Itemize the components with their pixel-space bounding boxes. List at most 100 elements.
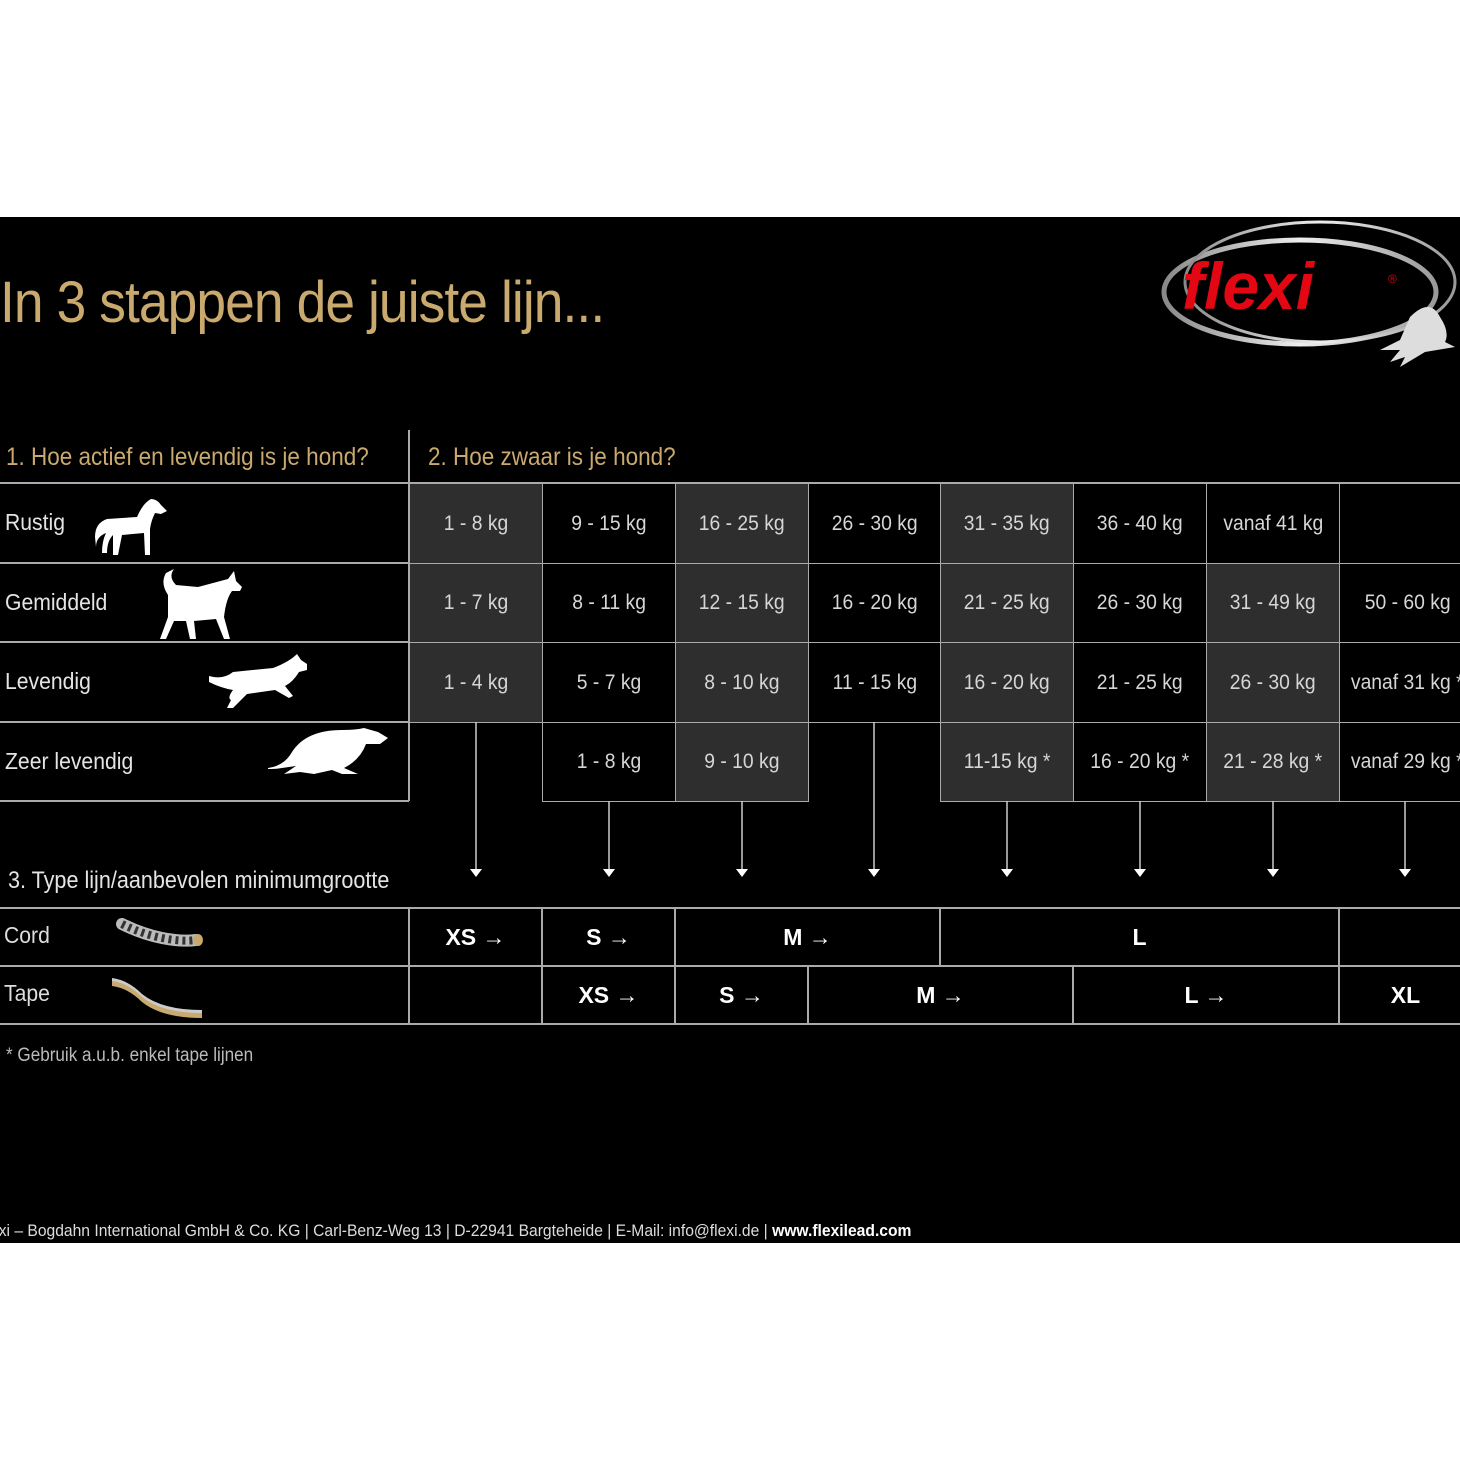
page-title: In 3 stappen de juiste lijn... bbox=[0, 270, 605, 335]
line-size-cell: M → bbox=[916, 981, 965, 1008]
weight-range: 21 - 25 kg bbox=[1097, 670, 1183, 694]
step3-heading: 3. Type lijn/aanbevolen minimumgrootte bbox=[8, 867, 390, 894]
divider bbox=[807, 966, 809, 1024]
weight-range: 16 - 25 kg bbox=[699, 511, 785, 535]
weight-cell: 26 - 30 kg bbox=[1073, 563, 1207, 643]
standing-dog-icon bbox=[85, 489, 210, 566]
weight-cell: 26 - 30 kg bbox=[808, 483, 941, 564]
weight-cell: 9 - 15 kg bbox=[542, 483, 676, 564]
line-type-label: Cord bbox=[4, 922, 50, 948]
down-arrow-icon bbox=[1000, 801, 1014, 882]
weight-range: 1 - 8 kg bbox=[576, 750, 642, 773]
walking-dog-icon bbox=[148, 569, 273, 646]
down-arrow-icon bbox=[1133, 801, 1147, 882]
weight-range: 26 - 30 kg bbox=[831, 511, 918, 535]
footer-website-link[interactable]: www.flexilead.com bbox=[772, 1221, 912, 1240]
weight-cell: 1 - 8 kg bbox=[542, 722, 676, 802]
line-size-cell: M → bbox=[783, 923, 832, 950]
weight-cell: 1 - 4 kg bbox=[409, 642, 543, 723]
activity-label: Gemiddeld bbox=[5, 588, 108, 615]
line-size-cell: XS → bbox=[445, 923, 506, 950]
divider bbox=[1338, 966, 1340, 1024]
divider bbox=[408, 430, 410, 484]
weight-range: vanaf 29 kg * bbox=[1351, 750, 1460, 773]
row-divider bbox=[0, 907, 1460, 909]
down-arrow-icon bbox=[469, 722, 483, 882]
logo-text: flexi bbox=[1182, 249, 1316, 323]
weight-cell: 26 - 30 kg bbox=[1206, 642, 1340, 723]
size-guide-panel: In 3 stappen de juiste lijn... flexi ® 1… bbox=[0, 217, 1460, 1243]
activity-label: Zeer levendig bbox=[5, 747, 134, 774]
weight-cell: 11-15 kg * bbox=[940, 722, 1074, 802]
tape-icon bbox=[108, 976, 208, 1025]
down-arrow-icon bbox=[1398, 801, 1412, 882]
line-size-cell: XS → bbox=[578, 981, 639, 1008]
down-arrow-icon bbox=[735, 801, 749, 882]
weight-range: 31 - 49 kg bbox=[1230, 591, 1316, 614]
weight-range: 11-15 kg * bbox=[963, 750, 1051, 773]
weight-cell: 12 - 15 kg bbox=[675, 563, 809, 643]
divider bbox=[674, 908, 676, 966]
row-divider bbox=[0, 562, 409, 564]
row-divider bbox=[0, 1023, 1460, 1025]
weight-cell: 31 - 49 kg bbox=[1206, 563, 1340, 643]
weight-cell: 11 - 15 kg bbox=[808, 642, 941, 723]
line-type-label: Tape bbox=[4, 980, 50, 1006]
weight-range: 16 - 20 kg bbox=[964, 670, 1050, 694]
line-size-cell: S → bbox=[586, 923, 631, 950]
footer-address: exi – Bogdahn International GmbH & Co. K… bbox=[0, 1221, 911, 1241]
weight-range: 21 - 28 kg * bbox=[1223, 750, 1323, 773]
down-arrow-icon bbox=[1266, 801, 1280, 882]
weight-cell: 9 - 10 kg bbox=[675, 722, 809, 802]
sprinting-dog-icon bbox=[258, 728, 393, 805]
weight-range: 50 - 60 kg bbox=[1364, 591, 1451, 614]
weight-range: 1 - 8 kg bbox=[443, 511, 509, 535]
weight-range: 9 - 15 kg bbox=[571, 511, 647, 535]
weight-range: 16 - 20 kg * bbox=[1090, 750, 1190, 773]
row-divider bbox=[0, 800, 409, 802]
flexi-logo: flexi ® bbox=[1160, 217, 1460, 377]
footnote: * Gebruik a.u.b. enkel tape lijnen bbox=[6, 1045, 254, 1066]
footer-text: exi – Bogdahn International GmbH & Co. K… bbox=[0, 1221, 773, 1240]
weight-cell: 50 - 60 kg bbox=[1339, 563, 1460, 643]
divider bbox=[541, 908, 543, 966]
divider bbox=[1338, 908, 1340, 966]
divider bbox=[939, 908, 941, 966]
divider bbox=[408, 908, 410, 966]
weight-cell: 21 - 28 kg * bbox=[1206, 722, 1340, 802]
line-size-cell: L bbox=[1132, 923, 1147, 950]
weight-range: 31 - 35 kg bbox=[964, 511, 1050, 535]
weight-range: 1 - 4 kg bbox=[443, 670, 509, 694]
weight-cell: 16 - 20 kg * bbox=[1073, 722, 1207, 802]
line-size-cell bbox=[409, 966, 542, 1024]
weight-range: 26 - 30 kg bbox=[1230, 670, 1316, 694]
weight-cell: 16 - 20 kg bbox=[808, 563, 941, 643]
table-top-line bbox=[0, 482, 1460, 484]
row-divider bbox=[0, 641, 409, 643]
svg-text:®: ® bbox=[1388, 272, 1397, 286]
weight-range: 21 - 25 kg bbox=[964, 591, 1050, 614]
running-dog-icon bbox=[205, 648, 330, 725]
weight-range: 11 - 15 kg bbox=[832, 670, 917, 694]
weight-range: 26 - 30 kg bbox=[1097, 591, 1183, 614]
row-divider bbox=[0, 965, 1460, 967]
weight-cell: vanaf 41 kg bbox=[1206, 483, 1340, 564]
divider bbox=[408, 483, 410, 801]
weight-cell: 36 - 40 kg bbox=[1073, 483, 1207, 564]
line-size-cell: XL bbox=[1390, 981, 1421, 1008]
weight-cell: 21 - 25 kg bbox=[940, 563, 1074, 643]
line-size-cell bbox=[1339, 908, 1460, 966]
weight-range: 9 - 10 kg bbox=[704, 750, 780, 773]
weight-range: 5 - 7 kg bbox=[576, 670, 642, 694]
cord-icon bbox=[116, 918, 216, 967]
weight-range: 36 - 40 kg bbox=[1097, 511, 1183, 535]
divider bbox=[541, 966, 543, 1024]
weight-range: 8 - 11 kg bbox=[572, 591, 646, 614]
weight-cell: vanaf 29 kg * bbox=[1339, 722, 1460, 802]
step1-heading: 1. Hoe actief en levendig is je hond? bbox=[6, 443, 369, 471]
weight-cell: 8 - 10 kg bbox=[675, 642, 809, 723]
weight-range: vanaf 41 kg bbox=[1223, 511, 1323, 535]
activity-label: Rustig bbox=[5, 509, 65, 535]
down-arrow-icon bbox=[867, 722, 881, 882]
divider bbox=[408, 966, 410, 1024]
